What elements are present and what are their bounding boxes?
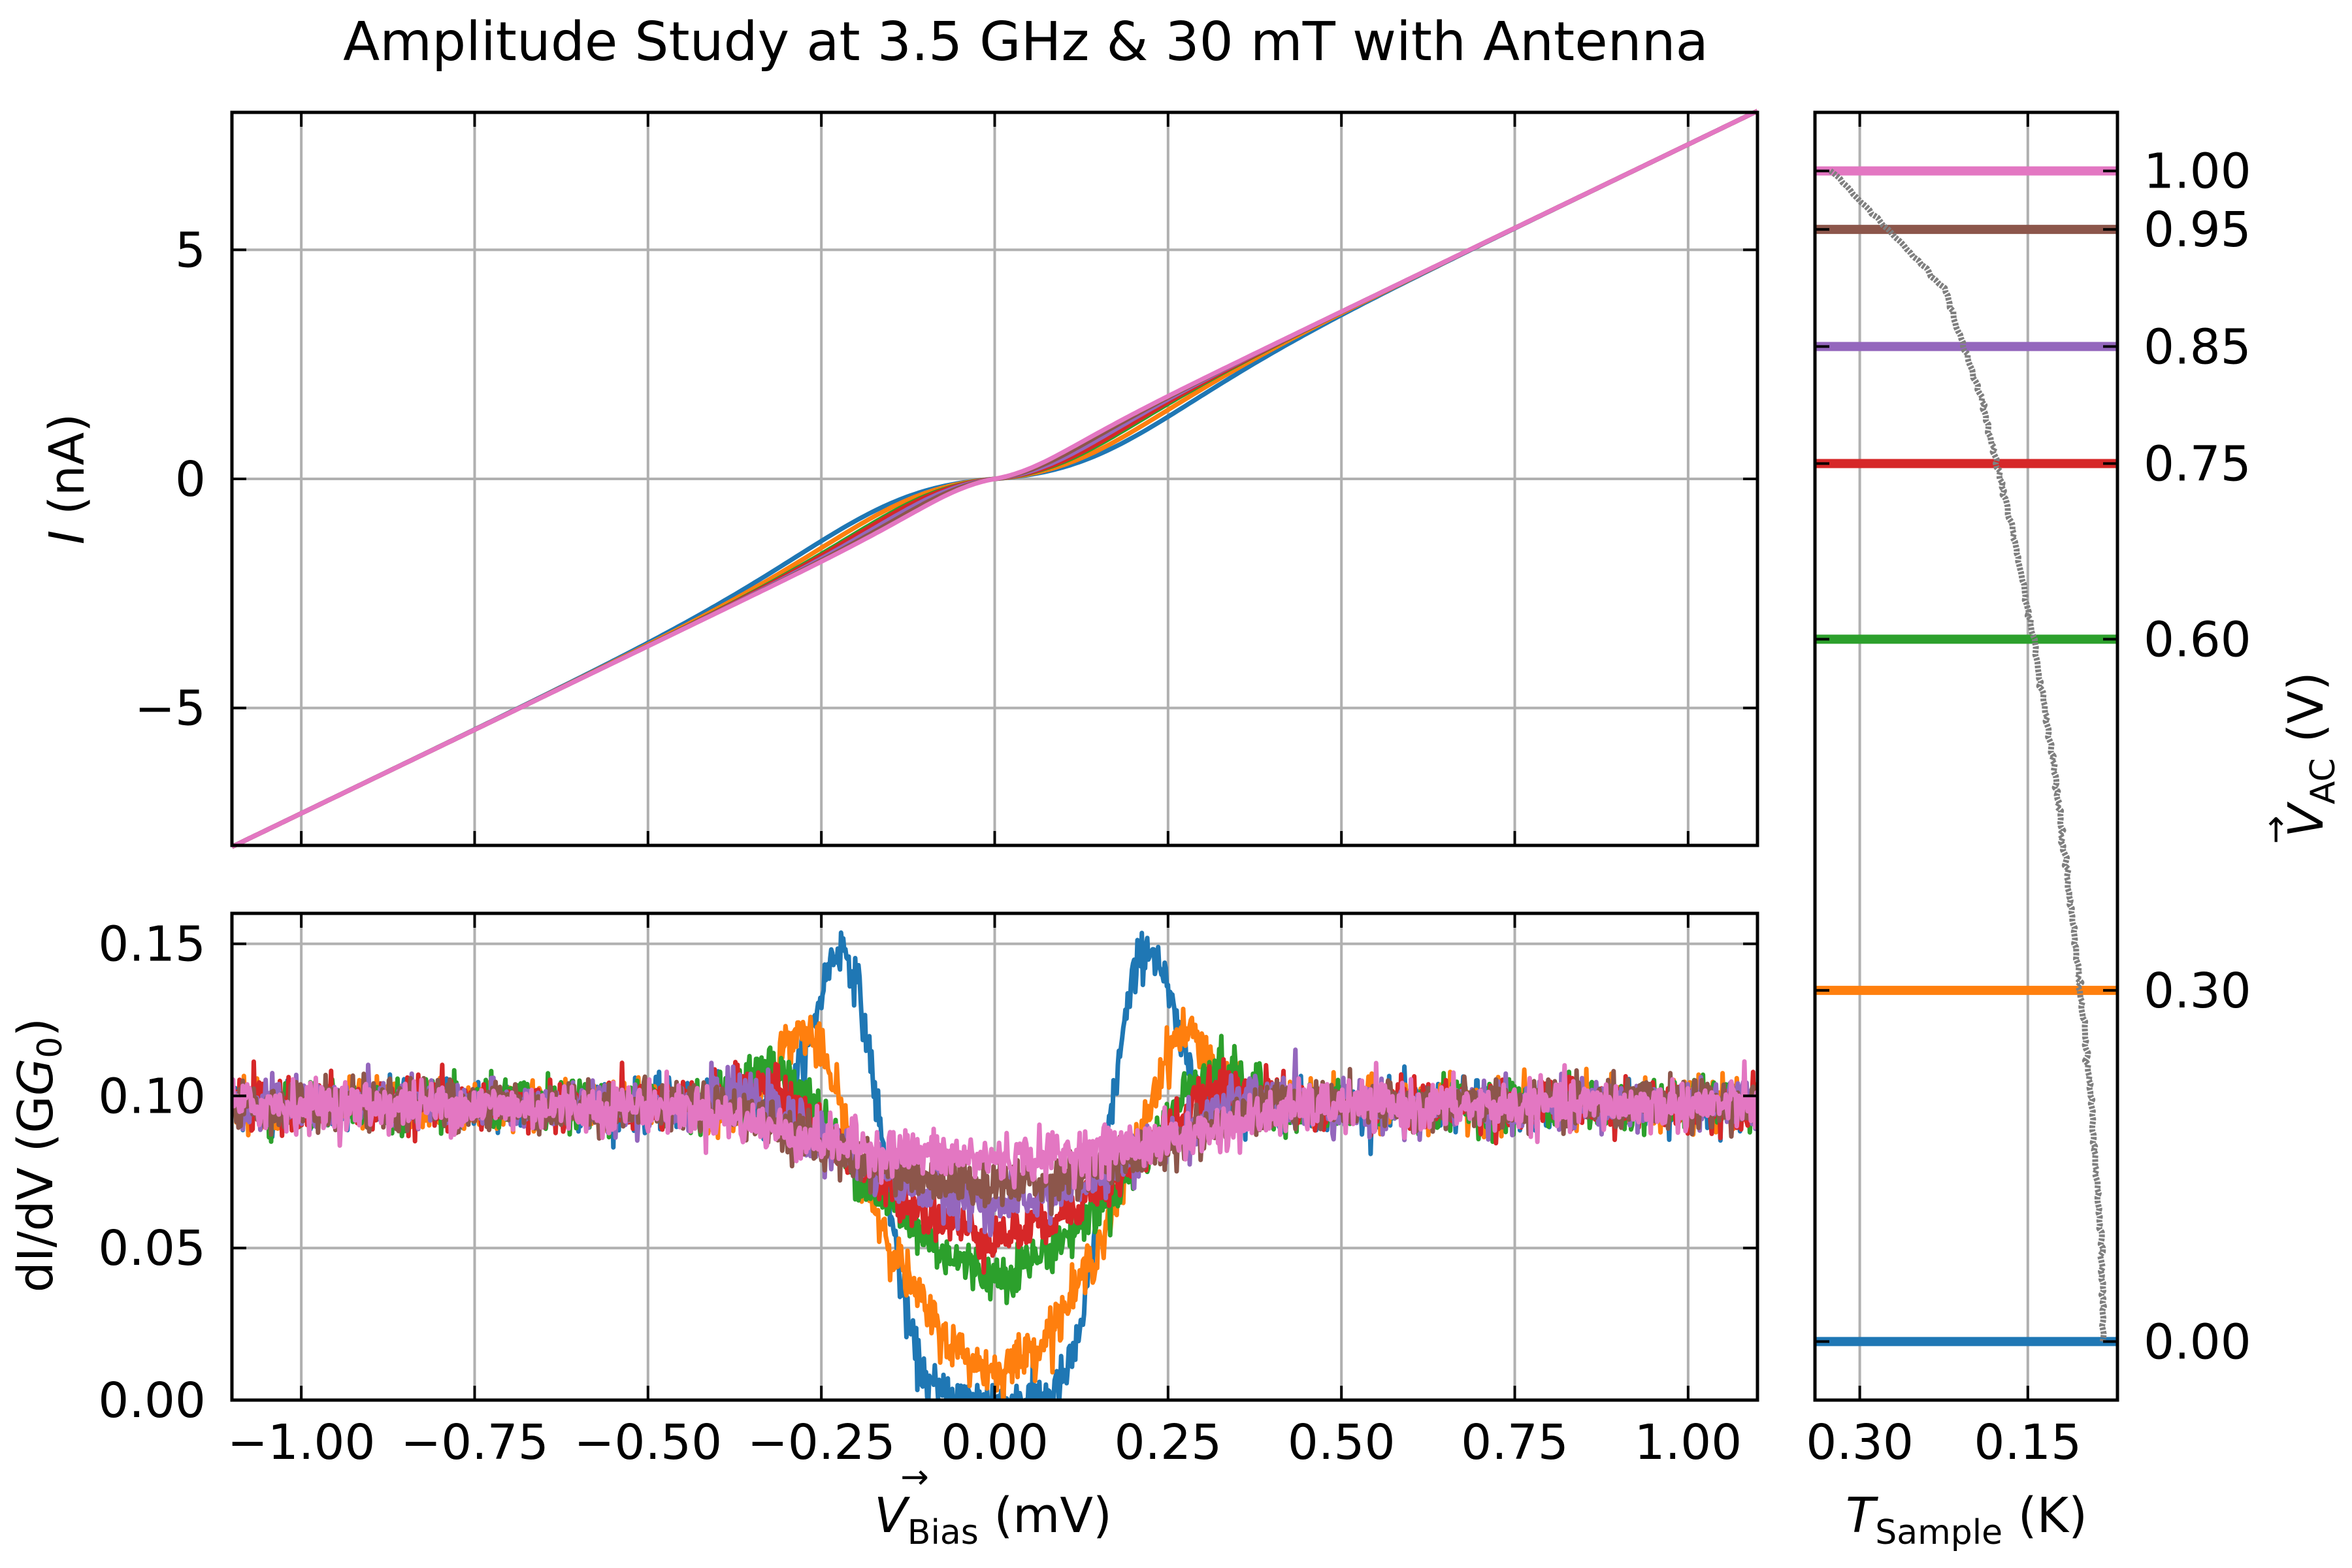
vac-ytick-label: 1.00 bbox=[2144, 144, 2251, 200]
didv-ticks: −1.00 −0.75 −0.50 −0.25 0.00 0.25 0.50 0.75 1.00… bbox=[98, 913, 1757, 1471]
bias-label-unit: (mV) bbox=[979, 1488, 1112, 1544]
didv-y-axis-label: dI/dV (GG0) bbox=[8, 1018, 70, 1292]
temperature-xtick-label: 0.30 bbox=[1806, 1414, 1914, 1471]
iv-y-label-var: I bbox=[39, 530, 95, 544]
didv-xtick-label: 1.00 bbox=[1634, 1414, 1742, 1471]
vac-arrow-mark: → bbox=[2256, 815, 2295, 844]
didv-xtick-label: −0.25 bbox=[747, 1414, 896, 1471]
iv-line-vac-1.00 bbox=[231, 108, 1759, 849]
didv-xtick-label: 0.75 bbox=[1461, 1414, 1569, 1471]
temperature-grid bbox=[1858, 112, 2029, 1400]
temp-label-sub: Sample bbox=[1875, 1513, 2002, 1552]
didv-xtick-label: −0.50 bbox=[574, 1414, 722, 1471]
temperature-curve-group bbox=[1828, 169, 2107, 1343]
didv-xtick-label: −1.00 bbox=[227, 1414, 376, 1471]
didv-y-label-sub: 0 bbox=[31, 1037, 70, 1058]
didv-y-label-main: dI/dV (G bbox=[8, 1096, 64, 1292]
temperature-curve bbox=[1828, 169, 2107, 1343]
didv-ytick-label: 0.05 bbox=[98, 1220, 206, 1277]
vac-label-sub: AC bbox=[2304, 758, 2343, 804]
didv-ytick-label: 0.00 bbox=[98, 1373, 206, 1429]
didv-ytick-label: 0.15 bbox=[98, 917, 206, 973]
vac-ytick-label: 0.60 bbox=[2144, 612, 2251, 668]
vac-ytick-label: 0.30 bbox=[2144, 963, 2251, 1019]
vac-ytick-label: 0.95 bbox=[2144, 202, 2251, 258]
didv-xtick-label: 0.50 bbox=[1288, 1414, 1396, 1471]
iv-ytick-label: −5 bbox=[135, 681, 206, 737]
iv-panel: −5 0 5 I (nA) bbox=[39, 108, 1759, 849]
vac-label-unit: (V) bbox=[2278, 672, 2334, 758]
temp-label-var: T bbox=[1846, 1488, 1879, 1544]
temperature-xtick-label: 0.15 bbox=[1974, 1414, 2082, 1471]
temperature-x-axis-label: TSample (K) bbox=[1846, 1488, 2087, 1552]
vac-ytick-label: 0.00 bbox=[2144, 1314, 2251, 1370]
didv-series-lines bbox=[232, 930, 1757, 1400]
didv-xtick-label: 0.00 bbox=[941, 1414, 1049, 1471]
bias-arrow-mark: → bbox=[900, 1458, 929, 1497]
temperature-axes-frame bbox=[1813, 110, 2119, 1402]
figure-title: Amplitude Study at 3.5 GHz & 30 mT with … bbox=[343, 11, 1708, 73]
didv-y-label-close: ) bbox=[8, 1018, 64, 1037]
iv-y-label-unit: (nA) bbox=[39, 414, 95, 531]
vac-axis-label: VAC (V) bbox=[2278, 672, 2343, 837]
iv-ytick-label: 5 bbox=[175, 222, 206, 278]
bias-label-var: V bbox=[874, 1488, 910, 1544]
temperature-panel: 0.30 0.15 0.00 0.30 0.60 0.75 0.85 0.951.00 TSa… bbox=[1806, 110, 2343, 1552]
iv-ticks: −5 0 5 bbox=[135, 112, 1757, 845]
didv-panel: −1.00 −0.75 −0.50 −0.25 0.00 0.25 0.50 0.75 1.00… bbox=[8, 911, 1759, 1552]
vac-level-lines bbox=[1815, 166, 2117, 1347]
didv-line-vac-1.00 bbox=[232, 1059, 1757, 1192]
iv-y-axis-label: I (nA) bbox=[39, 414, 95, 545]
iv-series-lines bbox=[231, 108, 1759, 849]
didv-xtick-label: 0.25 bbox=[1114, 1414, 1222, 1471]
didv-y-label-g: G bbox=[8, 1058, 64, 1096]
didv-ytick-label: 0.10 bbox=[98, 1068, 206, 1124]
temperature-ticks: 0.30 0.15 0.00 0.30 0.60 0.75 0.85 0.951.00 bbox=[1806, 112, 2251, 1471]
didv-xtick-label: −0.75 bbox=[400, 1414, 549, 1471]
iv-ytick-label: 0 bbox=[175, 451, 206, 508]
bias-label-sub: Bias bbox=[907, 1513, 979, 1552]
vac-ytick-label: 0.85 bbox=[2144, 319, 2251, 375]
vac-ytick-label: 0.75 bbox=[2144, 436, 2251, 493]
didv-x-axis-label: VBias (mV) bbox=[874, 1488, 1112, 1552]
vac-label-var: V bbox=[2278, 802, 2334, 838]
temp-label-unit: (K) bbox=[2002, 1488, 2087, 1544]
